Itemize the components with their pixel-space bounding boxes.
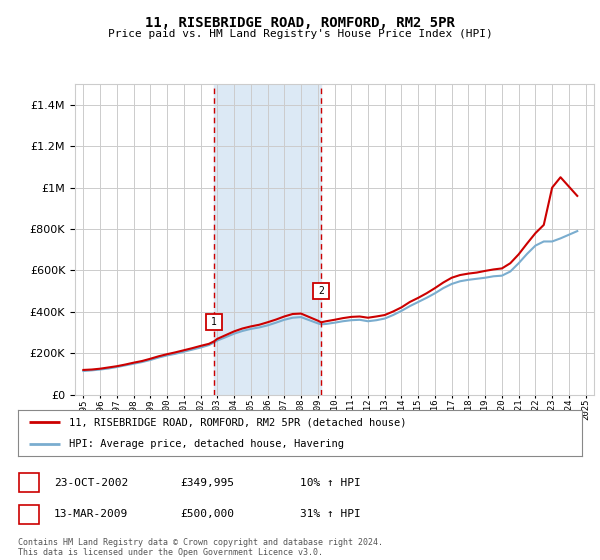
Text: 23-OCT-2002: 23-OCT-2002 — [54, 478, 128, 488]
Text: Contains HM Land Registry data © Crown copyright and database right 2024.
This d: Contains HM Land Registry data © Crown c… — [18, 538, 383, 557]
Text: 31% ↑ HPI: 31% ↑ HPI — [300, 509, 361, 519]
Text: 2: 2 — [26, 509, 32, 519]
Text: 11, RISEBRIDGE ROAD, ROMFORD, RM2 5PR (detached house): 11, RISEBRIDGE ROAD, ROMFORD, RM2 5PR (d… — [69, 417, 406, 427]
Text: £500,000: £500,000 — [180, 509, 234, 519]
Text: 10% ↑ HPI: 10% ↑ HPI — [300, 478, 361, 488]
Bar — [214, 84, 321, 395]
Text: 1: 1 — [211, 318, 217, 327]
Text: 11, RISEBRIDGE ROAD, ROMFORD, RM2 5PR: 11, RISEBRIDGE ROAD, ROMFORD, RM2 5PR — [145, 16, 455, 30]
Text: Price paid vs. HM Land Registry's House Price Index (HPI): Price paid vs. HM Land Registry's House … — [107, 29, 493, 39]
Text: £349,995: £349,995 — [180, 478, 234, 488]
Text: 2: 2 — [318, 286, 324, 296]
Text: HPI: Average price, detached house, Havering: HPI: Average price, detached house, Have… — [69, 439, 344, 449]
Text: 1: 1 — [26, 478, 32, 488]
Text: 13-MAR-2009: 13-MAR-2009 — [54, 509, 128, 519]
